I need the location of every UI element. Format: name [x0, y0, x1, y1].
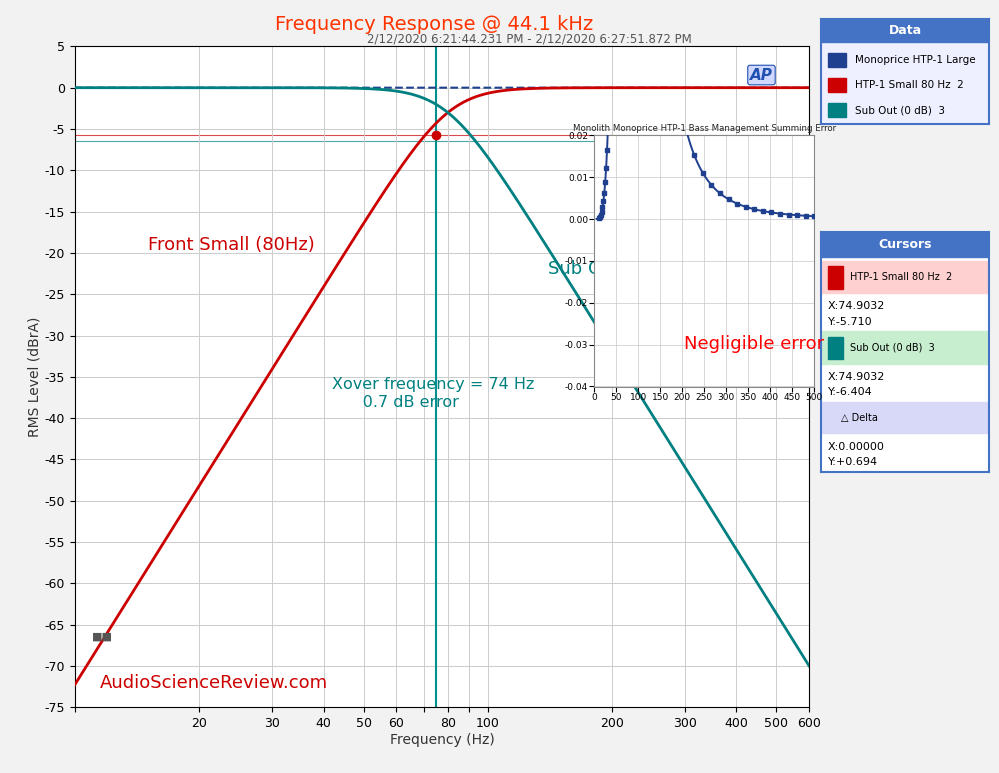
Text: Y:+0.694: Y:+0.694 — [828, 457, 878, 467]
Text: Negligible error: Negligible error — [684, 335, 824, 353]
Text: Xover frequency = 74 Hz
      0.7 dB error: Xover frequency = 74 Hz 0.7 dB error — [333, 377, 534, 410]
Text: Frequency Response @ 44.1 kHz: Frequency Response @ 44.1 kHz — [276, 15, 593, 35]
X-axis label: Frequency (Hz): Frequency (Hz) — [390, 733, 495, 747]
Bar — [821, 19, 989, 43]
Text: X:0.00000: X:0.00000 — [828, 442, 885, 452]
Text: HTP-1 Small 80 Hz  2: HTP-1 Small 80 Hz 2 — [850, 272, 952, 282]
Text: AudioScienceReview.com: AudioScienceReview.com — [100, 673, 328, 692]
Text: Front Small (80Hz): Front Small (80Hz) — [148, 236, 315, 254]
Text: AP: AP — [750, 67, 773, 83]
Text: Data: Data — [888, 24, 922, 37]
Bar — [828, 336, 843, 359]
Text: X:74.9032: X:74.9032 — [828, 372, 885, 382]
Bar — [828, 78, 846, 92]
Bar — [828, 266, 843, 288]
Text: ■■: ■■ — [92, 632, 113, 642]
Text: 2/12/2020 6:21:44.231 PM - 2/12/2020 6:27:51.872 PM: 2/12/2020 6:21:44.231 PM - 2/12/2020 6:2… — [367, 32, 692, 46]
Title: Monolith Monoprice HTP-1 Bass Management Summing Error: Monolith Monoprice HTP-1 Bass Management… — [572, 124, 836, 133]
Bar — [821, 402, 989, 433]
Bar — [821, 332, 989, 364]
Text: Y:-6.404: Y:-6.404 — [828, 387, 873, 397]
Bar — [828, 103, 846, 117]
Text: HTP-1 Small 80 Hz  2: HTP-1 Small 80 Hz 2 — [855, 80, 963, 90]
Y-axis label: RMS Level (dBrA): RMS Level (dBrA) — [28, 317, 42, 437]
Text: Cursors: Cursors — [878, 238, 932, 251]
Text: △ Delta: △ Delta — [841, 413, 878, 423]
Text: Monoprice HTP-1 Large: Monoprice HTP-1 Large — [855, 55, 975, 65]
Text: Y:-5.710: Y:-5.710 — [828, 317, 872, 327]
Bar — [821, 232, 989, 257]
Bar — [828, 53, 846, 67]
Text: X:74.9032: X:74.9032 — [828, 301, 885, 312]
Text: Sub Out (0 dB)  3: Sub Out (0 dB) 3 — [850, 342, 934, 352]
Text: Sub Out (0 dB)  3: Sub Out (0 dB) 3 — [855, 105, 945, 115]
Bar — [821, 261, 989, 293]
Text: Sub Out: Sub Out — [548, 261, 620, 278]
